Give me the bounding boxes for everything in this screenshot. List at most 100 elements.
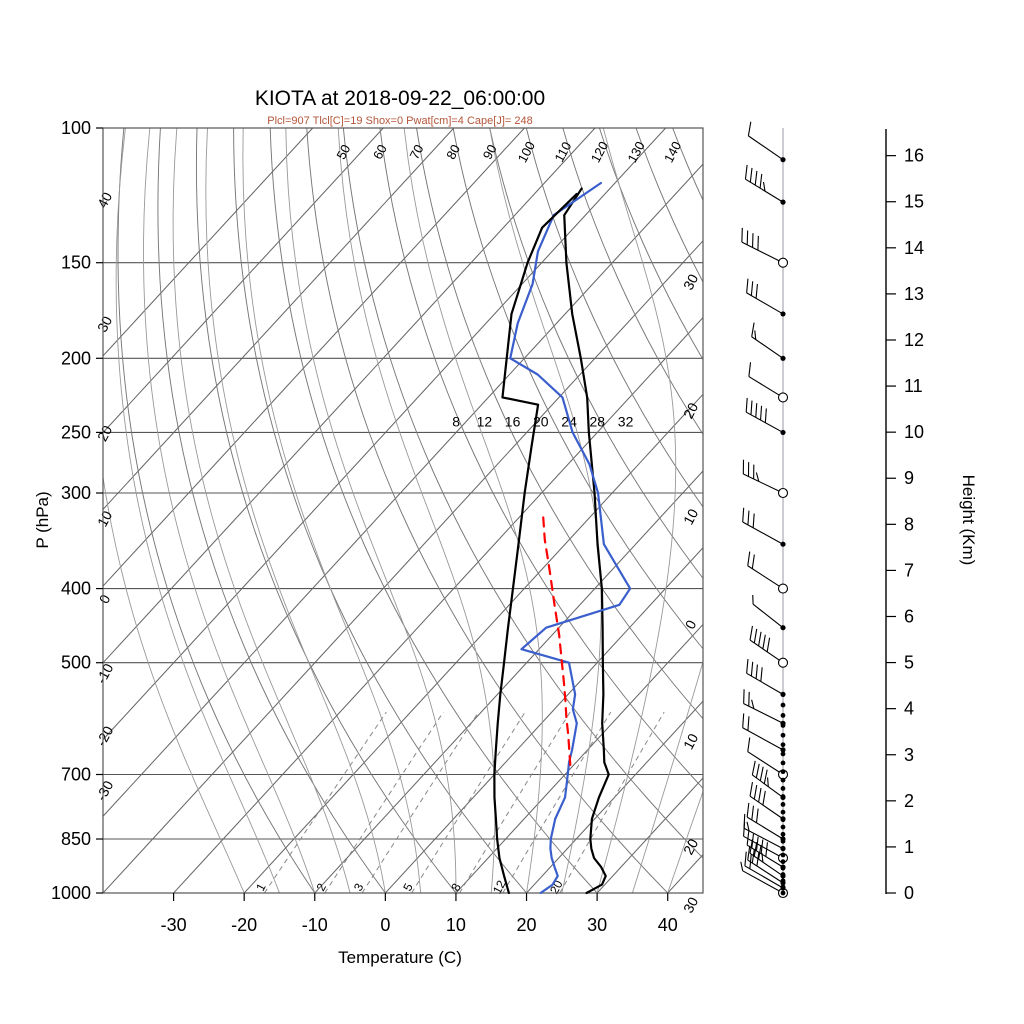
pressure-tick-label: 100 (61, 118, 91, 138)
temperature-tick-label: -30 (161, 915, 187, 935)
height-tick-label: 6 (904, 606, 914, 626)
pressure-tick-label: 500 (61, 653, 91, 673)
wind-level-dot-marker (780, 865, 786, 871)
wind-level-dot-marker (780, 859, 786, 865)
wind-barb (744, 164, 784, 203)
background-grid (102, 127, 704, 894)
wind-barb (742, 459, 784, 494)
temperature-axis: -30 -20 -10 0 10 20 30 40 (161, 893, 678, 935)
isotherm-label-left: 10 (94, 508, 116, 529)
isotherm-label-left: -30 (93, 778, 117, 804)
mixing-ratio-label: 5 (400, 881, 416, 894)
wind-barb (751, 760, 784, 798)
isotherm-label-left: 30 (94, 313, 116, 334)
height-tick-label: 13 (904, 284, 924, 304)
isotherm-label-right: 0 (682, 617, 700, 632)
height-tick-label: 9 (904, 468, 914, 488)
isotherm-label-right: 20 (680, 836, 702, 857)
pressure-axis: 100 150 200 250 300 400 500 700 850 1000 (51, 118, 103, 903)
y-axis-label: P (hPa) (33, 491, 52, 548)
height-tick-label: 4 (904, 699, 914, 719)
wind-level-dot-marker (780, 355, 786, 361)
wind-level-dot-marker (780, 702, 786, 708)
wind-level-dot-marker (780, 831, 786, 837)
height-tick-label: 7 (904, 560, 914, 580)
height-tick-label: 5 (904, 653, 914, 673)
height-tick-label: 14 (904, 238, 924, 258)
height-tick-label: 15 (904, 192, 924, 212)
pressure-tick-label: 150 (61, 253, 91, 273)
pressure-tick-label: 700 (61, 765, 91, 785)
dry-adiabat-label: 90 (480, 142, 500, 162)
height-tick-label: 0 (904, 883, 914, 903)
isotherm-label-mid: 12 (477, 413, 493, 429)
plot-frame (102, 127, 704, 894)
wind-level-dot-marker (780, 311, 786, 317)
pressure-tick-label: 400 (61, 579, 91, 599)
pressure-tick-label: 850 (61, 829, 91, 849)
wind-level-dot-marker (780, 732, 786, 738)
wind-level-dot-marker (780, 817, 786, 823)
wind-barb (741, 227, 784, 264)
height-tick-label: 2 (904, 791, 914, 811)
dry-adiabat-label: 100 (515, 139, 538, 165)
isotherm-label-mid: 16 (505, 413, 521, 429)
indices-subtitle: Plcl=907 Tlcl[C]=19 Shox=0 Pwat[cm]=4 Ca… (267, 115, 532, 127)
wind-barb (749, 625, 784, 664)
wind-level-dot-marker (780, 769, 786, 775)
pressure-tick-label: 300 (61, 483, 91, 503)
isotherm-label-left: 20 (94, 422, 116, 443)
height-tick-label: 1 (904, 837, 914, 857)
temperature-tick-label: -20 (231, 915, 257, 935)
isotherm-label-left: -10 (93, 661, 117, 687)
isotherm-label-right: 10 (680, 506, 702, 527)
wind-level-dot-marker (780, 884, 786, 890)
wind-level-dot-marker (780, 691, 786, 697)
wind-level-dot-marker (780, 625, 786, 631)
isotherm-label-right: 30 (680, 271, 702, 292)
wind-level-dot-marker (780, 760, 786, 766)
wind-barb (746, 802, 784, 840)
sounding-curves (493, 181, 632, 895)
wind-level-dot-marker (780, 852, 786, 858)
mixing-ratio-label: 1 (253, 881, 269, 894)
y2-axis-label: Height (Km) (959, 475, 978, 566)
wind-barb (746, 278, 784, 315)
pressure-tick-label: 250 (61, 422, 91, 442)
wind-barb (752, 594, 784, 629)
dry-adiabat-label: 140 (661, 139, 684, 165)
wind-barb (743, 689, 784, 724)
height-tick-label: 12 (904, 330, 924, 350)
height-tick-label: 11 (904, 376, 923, 396)
wind-level-dot-marker (780, 809, 786, 815)
wind-level-circle-marker (777, 392, 789, 403)
wind-level-dot-marker (780, 723, 786, 728)
curve-temperature (563, 187, 610, 895)
wind-level-dot-marker (780, 429, 786, 436)
dry-adiabat-label: 60 (370, 142, 390, 162)
temperature-tick-label: 40 (658, 915, 678, 935)
wind-barb (740, 861, 784, 894)
wind-barb (747, 551, 784, 590)
x-axis-label: Temperature (C) (338, 948, 462, 967)
isotherm-label-right: 30 (680, 894, 702, 915)
dry-adiabat-label: 130 (624, 139, 647, 165)
wind-level-dot-marker (780, 794, 786, 799)
curve-dewpoint (509, 181, 632, 895)
isotherm-label-mid: 8 (452, 413, 460, 429)
wind-barb (742, 507, 784, 545)
wind-level-dot-marker (780, 878, 786, 884)
page-title: KIOTA at 2018-09-22_06:00:00 (255, 87, 545, 110)
temperature-tick-label: -10 (302, 915, 328, 935)
mixing-ratio-label: 20 (547, 878, 566, 897)
wind-barb-column (740, 121, 789, 899)
pressure-tick-label: 200 (61, 348, 91, 368)
dry-adiabat-label: 80 (443, 142, 463, 162)
wind-level-dot-marker (780, 751, 786, 757)
wind-barb (748, 362, 784, 398)
wind-level-dot-marker (780, 747, 786, 753)
isotherm-label-mid: 28 (590, 413, 606, 429)
